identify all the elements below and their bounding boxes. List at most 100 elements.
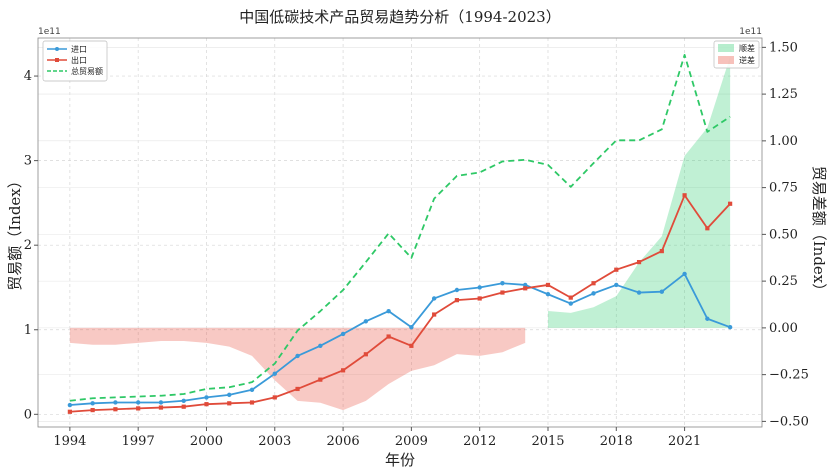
y-axis-label: 贸易额（Index） — [6, 173, 24, 291]
x-tick-label: 2021 — [668, 434, 701, 449]
y2-tick-label: 0.75 — [769, 181, 798, 196]
x-tick-label: 2012 — [463, 434, 496, 449]
point-进口 — [500, 281, 505, 286]
chart-title: 中国低碳技术产品贸易趋势分析（1994-2023） — [239, 8, 560, 26]
x-tick-label: 1997 — [122, 434, 155, 449]
point-进口 — [454, 287, 460, 293]
x-tick-label: 1994 — [53, 434, 86, 449]
point-出口 — [432, 312, 437, 317]
legend-label-顺差: 顺差 — [739, 43, 755, 53]
point-出口 — [523, 286, 528, 291]
point-进口 — [477, 285, 482, 290]
y2-tick-label: 0.00 — [769, 321, 798, 336]
point-出口 — [67, 409, 72, 414]
x-tick-label: 2000 — [190, 434, 223, 449]
x-tick-label: 2009 — [395, 434, 428, 449]
point-进口 — [90, 401, 95, 406]
y-tick-label: 0 — [24, 407, 32, 422]
point-进口 — [727, 325, 733, 330]
point-出口 — [705, 226, 710, 231]
legend-marker-进口 — [55, 47, 59, 51]
point-进口 — [659, 289, 665, 294]
y2-tick-label: 0.25 — [769, 274, 798, 289]
x-axis: 1994 1997 2000 2003 2006 2009 2012 2015 2018 2021 — [53, 427, 701, 449]
legend-label-进口: 进口 — [71, 45, 87, 54]
point-出口 — [318, 377, 323, 382]
point-出口 — [568, 295, 573, 300]
point-进口 — [386, 308, 391, 314]
y-tick-label: 3 — [24, 154, 32, 169]
point-出口 — [295, 386, 300, 392]
point-出口 — [454, 298, 460, 303]
point-出口 — [409, 343, 414, 348]
point-进口 — [295, 353, 300, 359]
point-出口 — [136, 406, 141, 411]
point-进口 — [113, 400, 118, 405]
y2-axis-label: 贸易差额（Index） — [810, 166, 828, 299]
point-出口 — [272, 395, 277, 400]
point-进口 — [614, 282, 619, 288]
point-出口 — [728, 201, 733, 206]
y-axis-right: −0.50 −0.25 0.00 0.25 0.50 0.75 1.00 1.25 1.50 — [762, 40, 809, 429]
point-出口 — [158, 405, 164, 410]
y-tick-label: 2 — [24, 238, 32, 253]
y2-tick-label: 1.25 — [769, 87, 798, 102]
point-出口 — [90, 407, 95, 413]
point-出口 — [659, 249, 664, 254]
point-出口 — [682, 193, 687, 198]
series-line-出口 — [69, 194, 731, 413]
y2-tick-label: 1.00 — [769, 134, 798, 149]
point-进口 — [409, 325, 414, 330]
grid-lines — [38, 38, 762, 427]
x-tick-label: 2015 — [531, 434, 564, 449]
y2-exponent-label: 1e11 — [739, 27, 762, 37]
y2-tick-label: 0.50 — [769, 227, 798, 242]
point-出口 — [500, 290, 505, 295]
x-tick-label: 2018 — [600, 434, 633, 449]
y-tick-label: 1 — [24, 323, 32, 338]
x-tick-label: 2006 — [327, 434, 360, 449]
point-出口 — [113, 407, 118, 412]
series-line-进口 — [69, 273, 731, 406]
point-进口 — [158, 400, 164, 405]
point-进口 — [67, 402, 73, 408]
point-进口 — [340, 331, 346, 337]
y-axis-left: 0 1 2 3 4 — [24, 69, 38, 422]
legend-right-frame — [713, 40, 760, 69]
point-出口 — [545, 282, 551, 288]
point-出口 — [386, 334, 391, 339]
point-进口 — [591, 291, 596, 296]
legend-label-总贸易额: 总贸易额 — [71, 66, 103, 76]
point-进口 — [705, 316, 710, 321]
point-进口 — [568, 301, 573, 306]
point-进口 — [272, 371, 277, 376]
y-tick-label: 4 — [24, 69, 32, 84]
series-line-总贸易额 — [69, 54, 731, 402]
y2-tick-label: −0.25 — [769, 368, 809, 383]
point-出口 — [181, 404, 186, 409]
legend-label-逆差: 逆差 — [739, 55, 755, 65]
point-进口 — [181, 398, 186, 403]
legend-marker-出口 — [55, 58, 59, 62]
point-进口 — [363, 319, 369, 324]
point-出口 — [227, 401, 232, 406]
point-进口 — [318, 343, 323, 349]
y-exponent-label: 1e11 — [38, 27, 61, 37]
plot-frame — [37, 37, 763, 428]
trade-lines — [67, 54, 733, 414]
point-出口 — [636, 259, 642, 265]
point-出口 — [204, 402, 209, 407]
legend-label-出口: 出口 — [71, 55, 87, 65]
point-进口 — [227, 392, 232, 398]
legend-swatch-顺差 — [718, 44, 734, 52]
point-出口 — [477, 296, 482, 301]
point-出口 — [614, 267, 619, 272]
legend-swatch-逆差 — [718, 56, 734, 64]
point-出口 — [591, 281, 596, 286]
point-出口 — [249, 400, 255, 405]
point-进口 — [431, 296, 437, 301]
x-axis-label: 年份 — [385, 451, 415, 469]
point-出口 — [340, 368, 346, 373]
